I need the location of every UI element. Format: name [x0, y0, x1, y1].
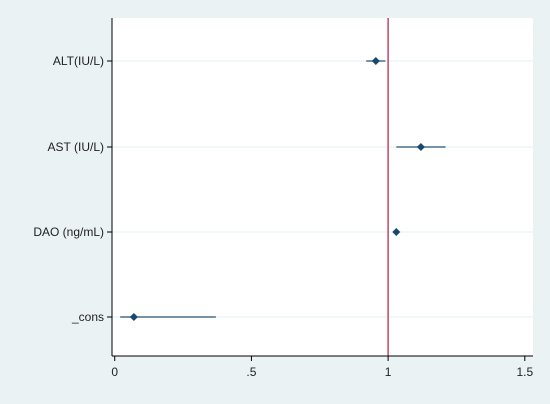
- x-axis-ticks: 0 .5 1 1.5: [111, 356, 533, 379]
- x-tick-label-1: .5: [246, 365, 256, 379]
- point-estimate-3: [129, 313, 138, 321]
- y-tick-label-3: _cons: [71, 310, 104, 324]
- point-estimates: [129, 57, 425, 321]
- x-tick-label-0: 0: [111, 365, 118, 379]
- y-tick-label-1: AST (IU/L): [48, 140, 104, 154]
- y-axis-ticks: ALT(IU/L) AST (IU/L) DAO (ng/mL) _cons: [33, 54, 112, 324]
- point-estimate-0: [371, 57, 380, 65]
- x-tick-label-2: 1: [385, 365, 392, 379]
- y-tick-label-0: ALT(IU/L): [53, 54, 104, 68]
- point-estimate-2: [392, 228, 401, 236]
- plot-area: [112, 18, 533, 356]
- x-tick-label-3: 1.5: [516, 365, 533, 379]
- y-tick-label-2: DAO (ng/mL): [33, 225, 104, 239]
- point-estimate-1: [416, 143, 425, 151]
